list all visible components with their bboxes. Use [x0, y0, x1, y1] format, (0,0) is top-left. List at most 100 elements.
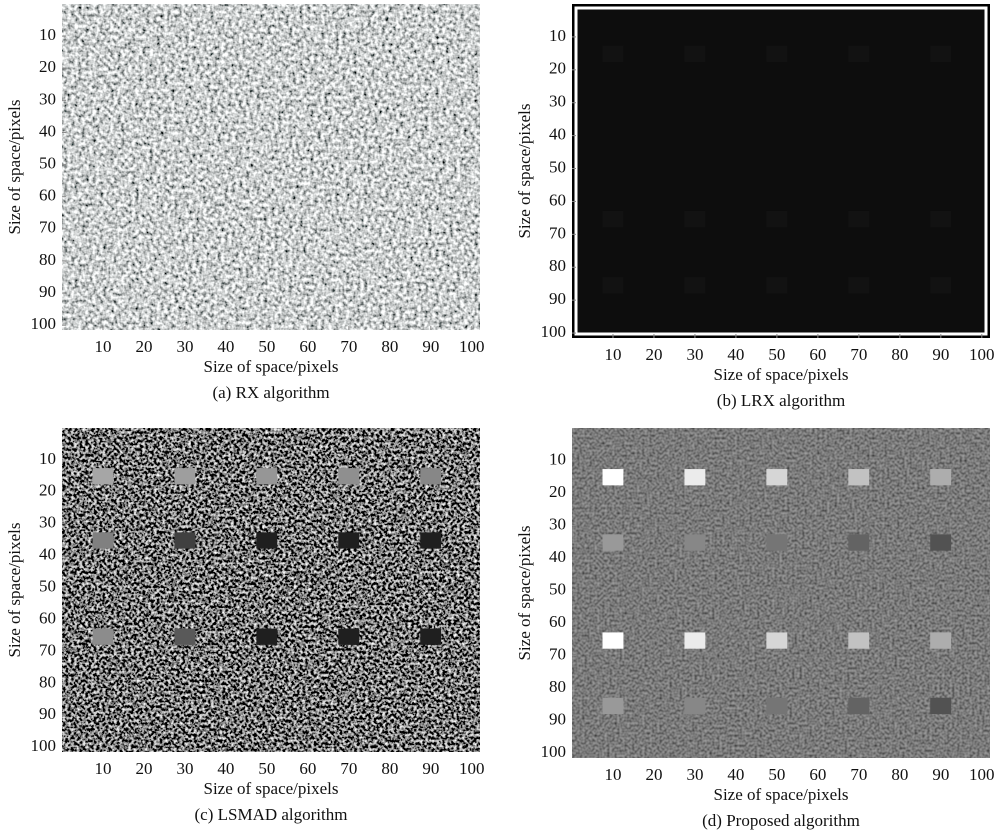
x-tick-label: 20 [135, 337, 152, 356]
caption: (d) Proposed algorithm [702, 811, 860, 830]
target-square [174, 468, 196, 485]
y-tick-label: 20 [39, 481, 56, 500]
caption: (b) LRX algorithm [717, 391, 845, 410]
x-tick-label: 80 [381, 337, 398, 356]
x-tick-label: 50 [768, 345, 785, 364]
x-axis-label: Size of space/pixels [203, 779, 338, 798]
y-tick-label: 80 [39, 250, 56, 269]
y-tick-label: 100 [31, 736, 57, 755]
y-tick-label: 40 [549, 125, 566, 144]
x-tick-label: 30 [686, 765, 703, 784]
x-tick-label: 10 [94, 337, 111, 356]
target-square [848, 632, 870, 649]
y-tick-label: 70 [39, 640, 56, 659]
target-square [602, 210, 624, 228]
x-tick-label: 80 [891, 345, 908, 364]
x-tick-label: 10 [604, 345, 621, 364]
caption: (c) LSMAD algorithm [195, 805, 348, 824]
target-square [338, 532, 360, 549]
y-tick-label: 20 [39, 57, 56, 76]
x-tick-label: 90 [422, 759, 439, 778]
x-tick-label: 50 [258, 337, 275, 356]
target-square [930, 277, 952, 294]
y-tick-label: 30 [549, 92, 566, 111]
x-tick-label: 100 [969, 765, 995, 784]
y-axis-label: Size of space/pixels [5, 99, 24, 234]
target-square [766, 632, 788, 649]
y-tick-label: 40 [39, 121, 56, 140]
x-tick-label: 80 [891, 765, 908, 784]
y-tick-label: 50 [39, 577, 56, 596]
y-tick-label: 10 [549, 449, 566, 468]
y-tick-label: 30 [39, 513, 56, 532]
target-square [930, 210, 952, 228]
image [62, 4, 480, 330]
x-tick-label: 30 [176, 759, 193, 778]
x-tick-label: 60 [809, 345, 826, 364]
target-square [602, 277, 624, 294]
x-tick-label: 30 [686, 345, 703, 364]
x-tick-label: 30 [176, 337, 193, 356]
y-axis-label: Size of space/pixels [5, 522, 24, 657]
x-tick-label: 20 [645, 345, 662, 364]
x-tick-label: 90 [932, 345, 949, 364]
target-square [848, 697, 870, 715]
x-tick-label: 50 [768, 765, 785, 784]
target-square [930, 45, 952, 62]
target-square [256, 628, 278, 645]
y-tick-label: 60 [549, 190, 566, 209]
x-tick-label: 70 [850, 345, 867, 364]
target-square [338, 468, 360, 485]
target-square [602, 697, 624, 715]
target-square [848, 469, 870, 486]
y-tick-label: 50 [549, 579, 566, 598]
y-tick-label: 10 [549, 26, 566, 45]
x-tick-label: 20 [135, 759, 152, 778]
x-tick-label: 10 [94, 759, 111, 778]
target-square [256, 532, 278, 549]
target-square [684, 210, 706, 228]
x-tick-label: 70 [340, 337, 357, 356]
target-square [766, 697, 788, 715]
y-tick-label: 20 [549, 59, 566, 78]
y-tick-label: 50 [39, 153, 56, 172]
target-square [766, 210, 788, 228]
x-axis-label: Size of space/pixels [713, 365, 848, 384]
y-tick-label: 10 [39, 449, 56, 468]
y-tick-label: 70 [549, 223, 566, 242]
target-square [684, 469, 706, 486]
x-axis-label: Size of space/pixels [203, 357, 338, 376]
x-tick-label: 40 [217, 337, 234, 356]
target-square [930, 534, 952, 551]
target-square [174, 628, 196, 645]
caption: (a) RX algorithm [212, 383, 329, 402]
x-tick-label: 40 [217, 759, 234, 778]
target-square [848, 210, 870, 228]
x-tick-label: 10 [604, 765, 621, 784]
y-tick-label: 70 [39, 218, 56, 237]
y-axis-label: Size of space/pixels [515, 103, 534, 238]
target-square [684, 45, 706, 62]
y-tick-label: 40 [549, 547, 566, 566]
target-square [848, 277, 870, 294]
target-square [420, 628, 442, 645]
target-square [684, 632, 706, 649]
y-tick-label: 90 [39, 282, 56, 301]
target-square [766, 534, 788, 551]
y-tick-label: 30 [549, 514, 566, 533]
target-square [930, 632, 952, 649]
target-square [420, 468, 442, 485]
y-tick-label: 80 [549, 256, 566, 275]
x-tick-label: 20 [645, 765, 662, 784]
x-tick-label: 70 [850, 765, 867, 784]
y-tick-label: 80 [39, 672, 56, 691]
y-tick-label: 60 [549, 612, 566, 631]
target-square [602, 469, 624, 486]
target-square [684, 697, 706, 715]
target-square [848, 534, 870, 551]
target-square [602, 632, 624, 649]
x-tick-label: 60 [809, 765, 826, 784]
target-square [930, 469, 952, 486]
x-tick-label: 40 [727, 345, 744, 364]
